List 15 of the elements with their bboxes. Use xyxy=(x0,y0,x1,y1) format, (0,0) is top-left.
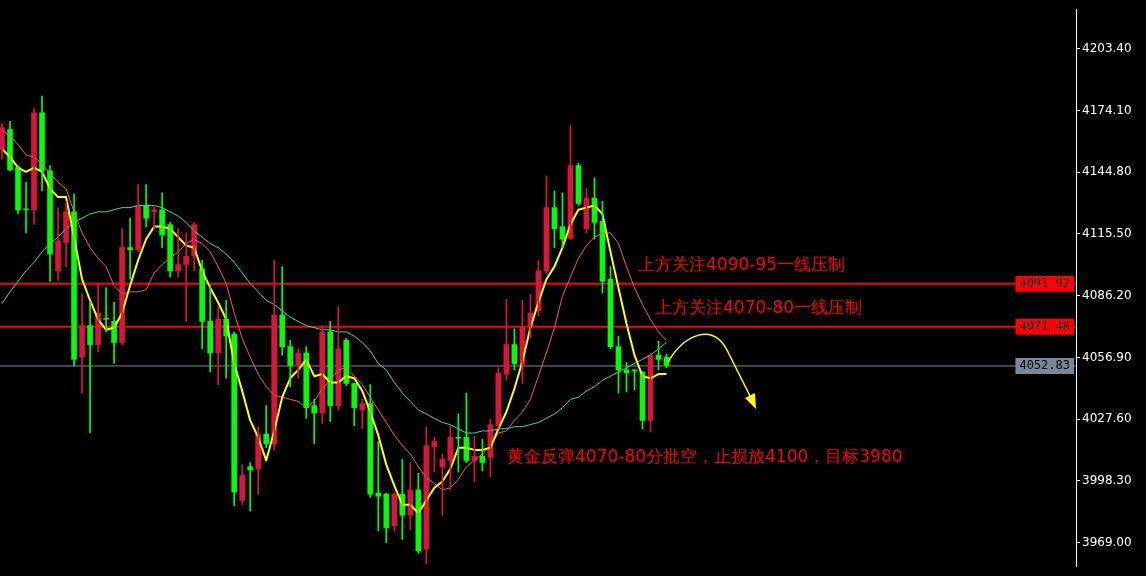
annotation: 上方关注4090-95一线压制 xyxy=(638,253,846,274)
y-tick-label: 3969.00 xyxy=(1082,534,1132,549)
y-tick-label: 4086.20 xyxy=(1082,287,1132,302)
annotation: 黄金反弹4070-80分批空，止损放4100，目标3980 xyxy=(507,446,903,467)
y-tick-label: 4056.90 xyxy=(1082,349,1132,364)
y-tick-label: 4115.50 xyxy=(1082,226,1132,241)
y-tick-label: 3998.30 xyxy=(1082,472,1132,487)
annotation: 上方关注4070-80一线压制 xyxy=(655,296,863,317)
y-tick-label: 4027.60 xyxy=(1082,411,1132,426)
ref-line-label: 4071.48 xyxy=(1019,318,1070,333)
y-tick-label: 4174.10 xyxy=(1082,102,1132,117)
ref-line-label: 4052.83 xyxy=(1019,358,1070,373)
y-tick-label: 4203.40 xyxy=(1082,40,1132,55)
ref-line-label: 4091.92 xyxy=(1019,275,1070,290)
y-tick-label: 4144.80 xyxy=(1082,164,1132,179)
